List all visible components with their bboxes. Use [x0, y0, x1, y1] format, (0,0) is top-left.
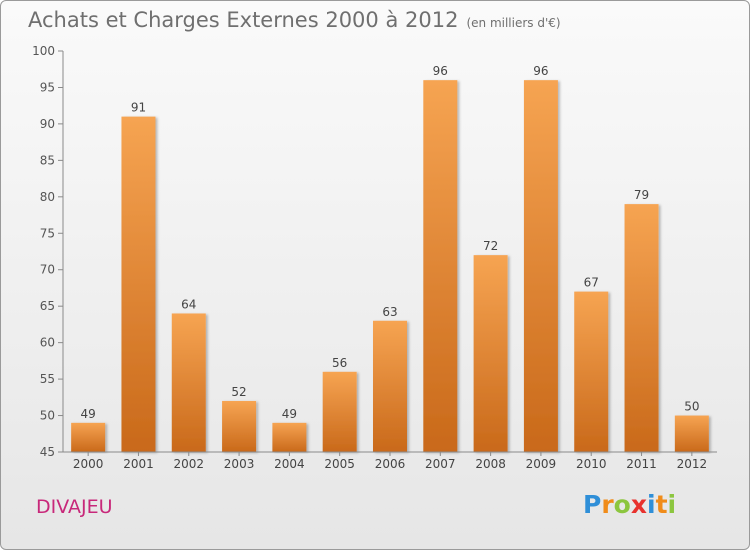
y-tick-label: 60 — [40, 336, 55, 350]
x-tick-label-2008: 2008 — [475, 457, 506, 471]
data-label-2012: 50 — [684, 400, 699, 414]
logo-letter: P — [583, 490, 602, 519]
y-tick-label: 50 — [40, 409, 55, 423]
data-label-2002: 64 — [181, 297, 196, 311]
y-tick-label: 75 — [40, 226, 55, 240]
logo-letter: r — [601, 490, 614, 519]
data-label-2006: 63 — [382, 305, 397, 319]
bar-2012 — [674, 415, 709, 452]
bar-2000 — [71, 422, 106, 452]
data-label-2005: 56 — [332, 356, 347, 370]
y-tick-label: 65 — [40, 299, 55, 313]
logo-letter: i — [647, 490, 656, 519]
logo-letter: i — [667, 490, 677, 519]
x-tick-label-2011: 2011 — [626, 457, 657, 471]
bar-2011 — [624, 204, 659, 452]
y-tick-label: 55 — [40, 372, 55, 386]
x-tick-label-2001: 2001 — [123, 457, 154, 471]
data-label-2008: 72 — [483, 239, 498, 253]
x-tick-label-2006: 2006 — [375, 457, 406, 471]
x-tick-label-2000: 2000 — [73, 457, 104, 471]
bar-2008 — [473, 255, 508, 452]
bar-2009 — [523, 80, 558, 452]
logo-letter: t — [655, 490, 668, 519]
bar-2010 — [574, 291, 609, 452]
y-tick-label: 70 — [40, 263, 55, 277]
y-tick-label: 95 — [40, 80, 55, 94]
x-tick-label-2005: 2005 — [324, 457, 355, 471]
x-tick-label-2010: 2010 — [576, 457, 607, 471]
x-tick-label-2009: 2009 — [526, 457, 557, 471]
bars: 49 91 64 52 49 56 63 96 72 96 67 79 50 — [71, 64, 709, 453]
bar-2004 — [272, 422, 307, 452]
logo-letter: o — [613, 490, 631, 519]
data-label-2007: 96 — [433, 64, 448, 78]
y-tick-label: 90 — [40, 117, 55, 131]
bar-2005 — [322, 371, 357, 452]
commune-name: DIVAJEU — [36, 496, 113, 518]
data-label-2001: 91 — [131, 101, 146, 115]
data-label-2000: 49 — [81, 407, 96, 421]
bar-2003 — [222, 400, 257, 452]
y-tick-label: 45 — [40, 445, 55, 459]
x-axis: 2000 2001 2002 2003 2004 2005 2006 2007 2008 2009… — [63, 451, 717, 471]
x-tick-label-2012: 2012 — [677, 457, 708, 471]
data-label-2003: 52 — [231, 385, 246, 399]
data-label-2009: 96 — [533, 64, 548, 78]
x-tick-label-2002: 2002 — [173, 457, 204, 471]
bar-2001 — [121, 116, 156, 453]
y-tick-label: 85 — [40, 153, 55, 167]
bar-2007 — [423, 80, 458, 452]
y-tick-label: 80 — [40, 190, 55, 204]
title-text: Achats et Charges Externes 2000 à 2012 — [28, 8, 459, 32]
chart-title: Achats et Charges Externes 2000 à 2012 (e… — [28, 8, 561, 32]
y-tick-label: 100 — [32, 44, 55, 58]
unit-note: (en milliers d'€) — [466, 16, 561, 30]
data-label-2004: 49 — [282, 407, 297, 421]
x-tick-label-2004: 2004 — [274, 457, 305, 471]
y-axis: 45 50 55 60 65 70 75 80 85 90 95 100 — [32, 44, 64, 459]
data-label-2010: 67 — [584, 276, 599, 290]
bar-2006 — [373, 320, 407, 452]
data-label-2011: 79 — [634, 188, 649, 202]
x-tick-label-2003: 2003 — [224, 457, 255, 471]
bar-2002 — [171, 313, 206, 452]
logo-letter: x — [630, 490, 647, 519]
x-tick-label-2007: 2007 — [425, 457, 456, 471]
proxiti-logo: Proxiti — [583, 490, 676, 519]
